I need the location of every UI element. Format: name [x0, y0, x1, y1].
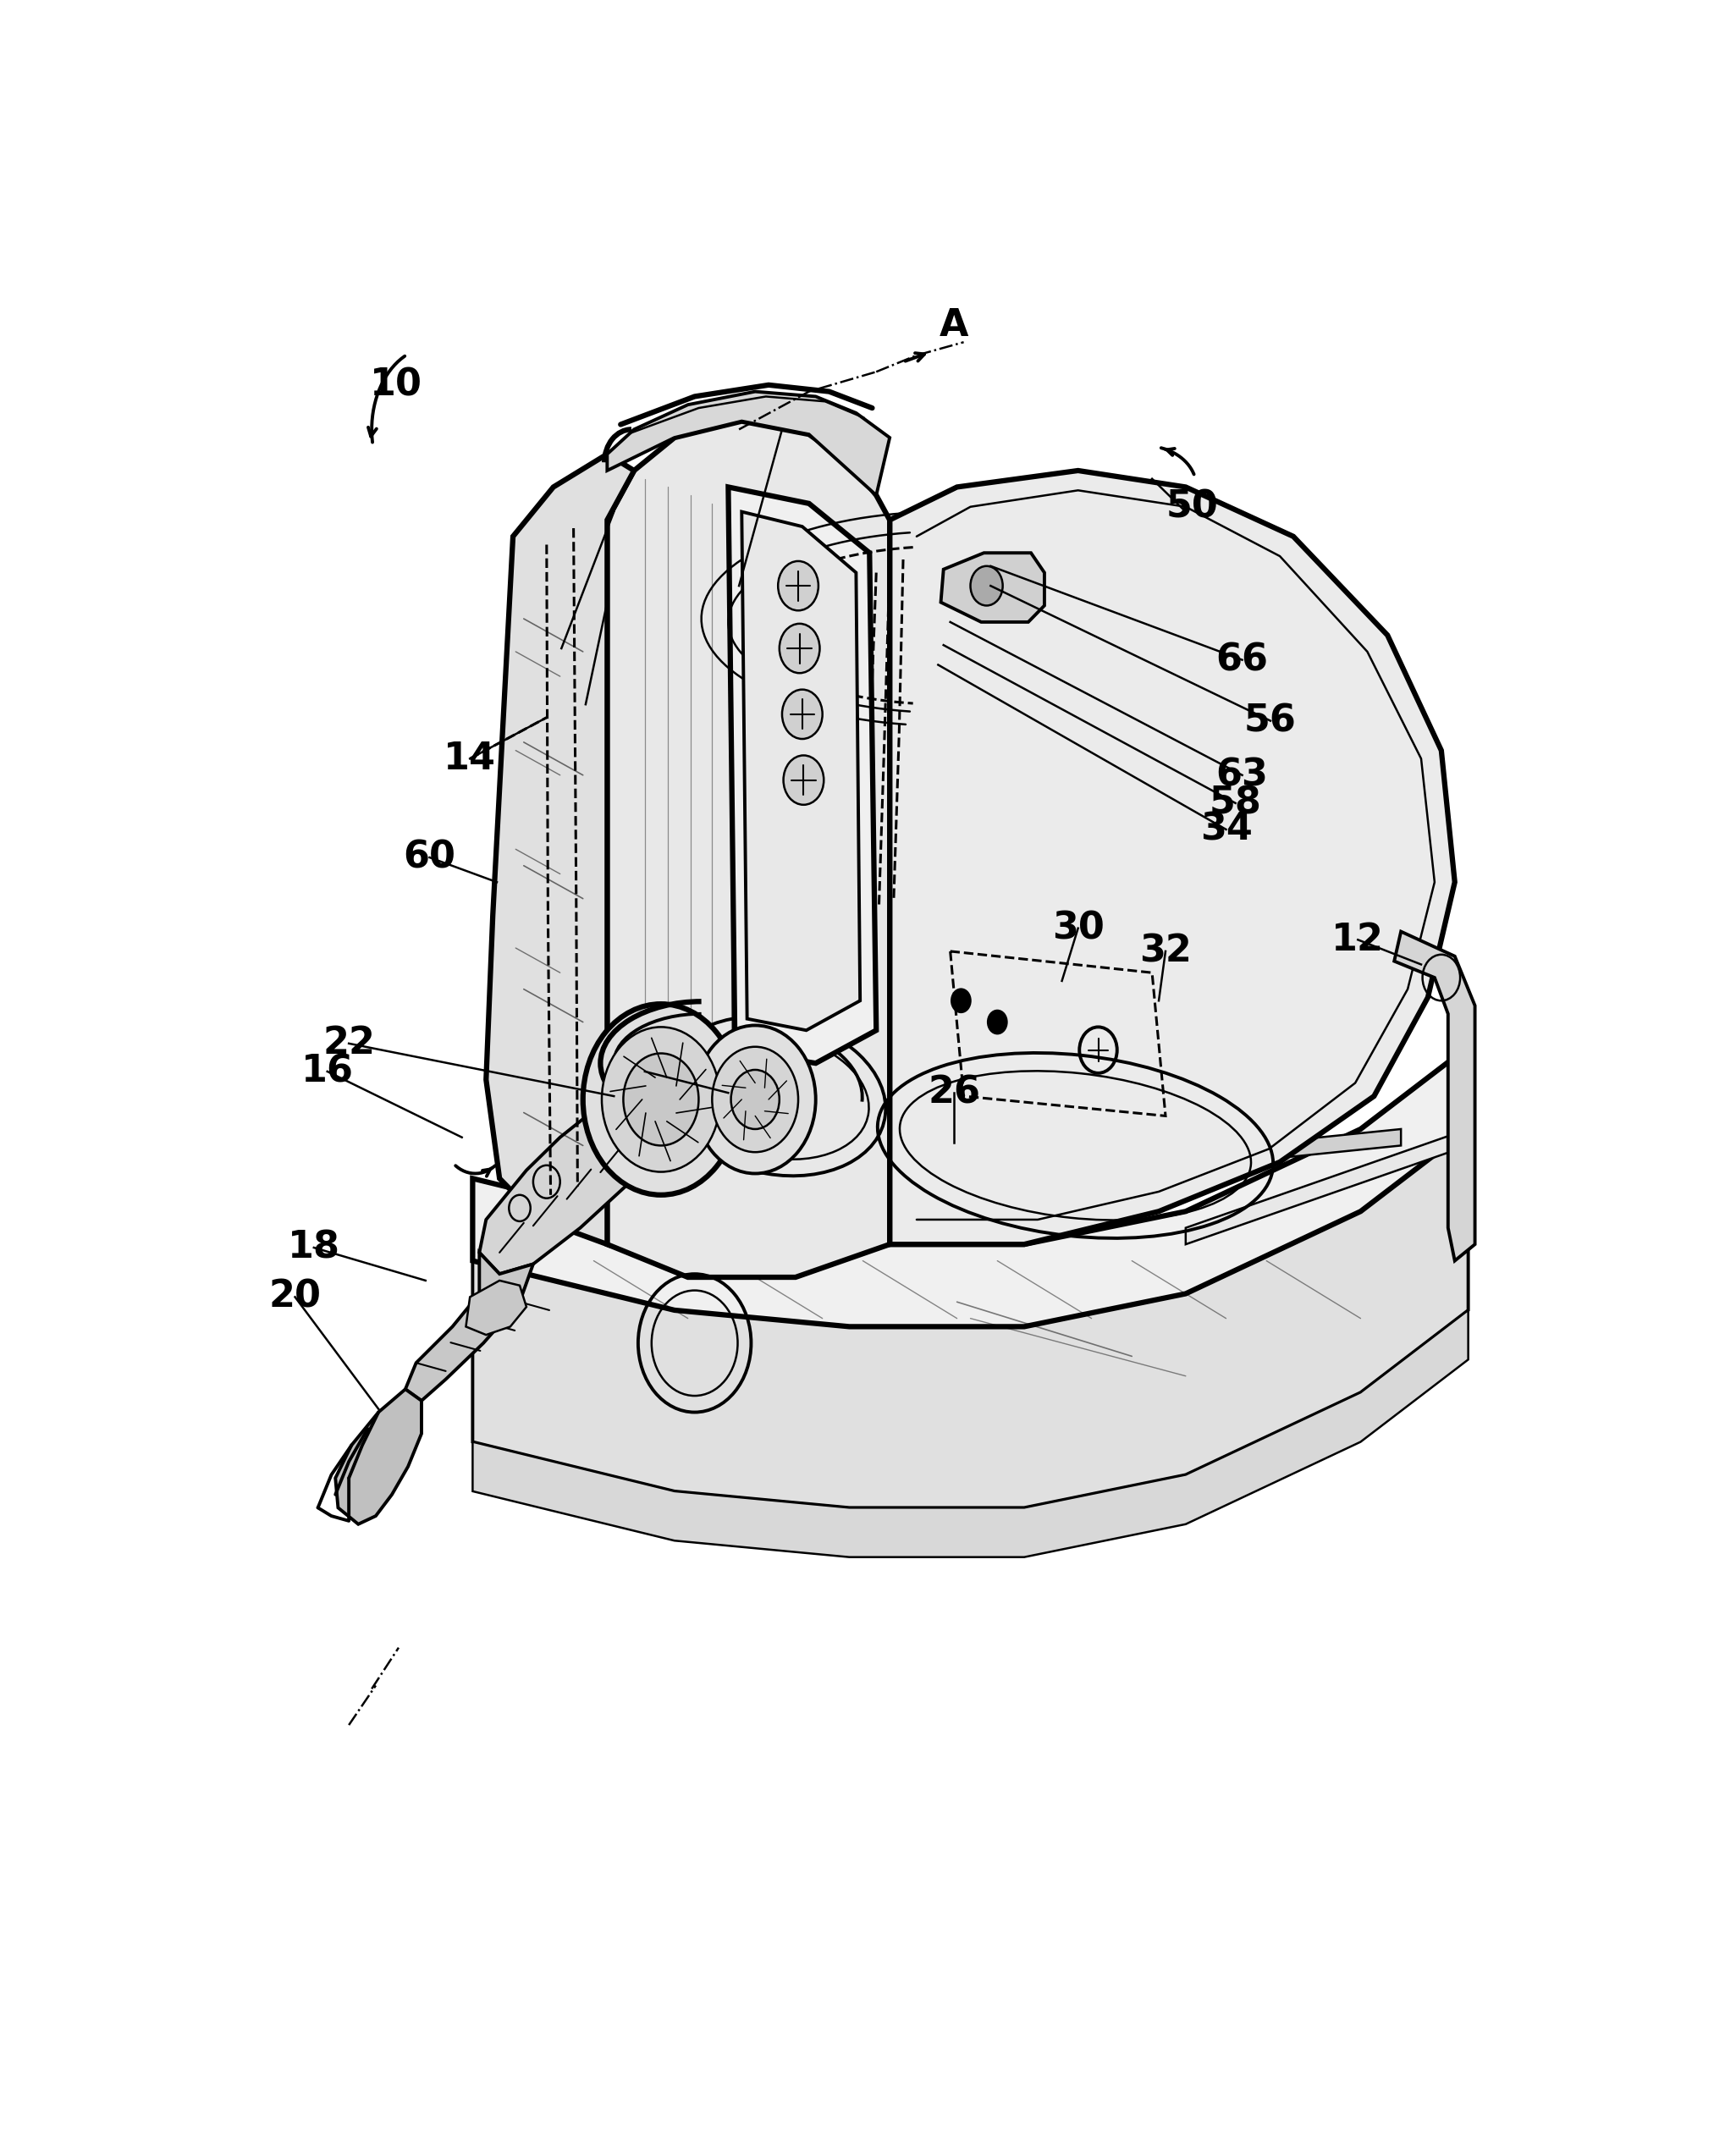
- Polygon shape: [941, 554, 1045, 622]
- Polygon shape: [486, 453, 634, 1244]
- Circle shape: [781, 691, 823, 740]
- Polygon shape: [465, 1281, 526, 1334]
- Circle shape: [970, 567, 1003, 605]
- Polygon shape: [1394, 932, 1476, 1261]
- Polygon shape: [889, 470, 1455, 1244]
- Text: 30: 30: [1052, 911, 1104, 947]
- Text: 60: 60: [403, 840, 457, 877]
- Circle shape: [694, 1026, 816, 1174]
- Text: A: A: [939, 308, 969, 344]
- Text: 28: 28: [618, 1054, 672, 1090]
- Polygon shape: [594, 1129, 1401, 1227]
- Polygon shape: [608, 391, 889, 496]
- Text: 52: 52: [713, 567, 766, 605]
- Text: 50: 50: [1167, 490, 1219, 526]
- Text: 10: 10: [370, 368, 422, 404]
- Text: 20: 20: [269, 1279, 321, 1315]
- Circle shape: [583, 1005, 740, 1195]
- Circle shape: [988, 1011, 1007, 1033]
- Text: 24: 24: [559, 686, 611, 723]
- Text: 22: 22: [323, 1026, 375, 1063]
- Polygon shape: [741, 511, 859, 1031]
- Polygon shape: [335, 1390, 422, 1524]
- Circle shape: [731, 1069, 779, 1129]
- Text: 16: 16: [300, 1054, 354, 1090]
- Circle shape: [779, 624, 819, 673]
- Text: 63: 63: [1215, 757, 1269, 793]
- Polygon shape: [1186, 1129, 1469, 1244]
- Circle shape: [783, 755, 825, 804]
- Circle shape: [623, 1054, 698, 1146]
- Text: 14: 14: [444, 740, 496, 776]
- Circle shape: [712, 1048, 799, 1152]
- Polygon shape: [608, 421, 889, 1276]
- Text: 32: 32: [1139, 932, 1191, 969]
- Text: 18: 18: [288, 1229, 340, 1266]
- Circle shape: [602, 1026, 720, 1172]
- Text: 54: 54: [535, 631, 587, 667]
- Polygon shape: [404, 1253, 533, 1400]
- Circle shape: [778, 560, 818, 611]
- Polygon shape: [729, 487, 877, 1063]
- Text: 12: 12: [1332, 921, 1384, 958]
- Text: 26: 26: [929, 1075, 981, 1112]
- Polygon shape: [479, 1112, 644, 1274]
- Text: 56: 56: [1245, 703, 1297, 740]
- Polygon shape: [472, 1048, 1469, 1326]
- Polygon shape: [472, 1129, 1469, 1507]
- Circle shape: [951, 990, 970, 1011]
- Polygon shape: [472, 1311, 1469, 1556]
- Text: 34: 34: [1200, 810, 1252, 847]
- Text: 66: 66: [1215, 641, 1269, 678]
- Text: 58: 58: [1210, 785, 1262, 821]
